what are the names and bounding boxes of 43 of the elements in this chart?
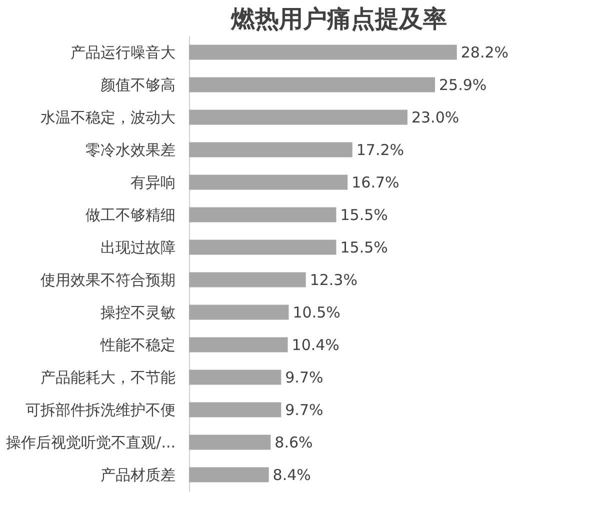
data-label: 23.0% <box>411 108 460 126</box>
y-tick-label: 产品运行噪音大 <box>70 43 176 62</box>
y-tick-label: 产品能耗大，不节能 <box>40 368 176 386</box>
bar <box>189 467 269 482</box>
y-tick-label: 操控不灵敏 <box>100 303 176 322</box>
data-label: 28.2% <box>460 43 509 62</box>
y-tick-label: 性能不稳定 <box>100 336 176 354</box>
y-tick-label: 做工不够精细 <box>86 206 176 224</box>
data-label: 17.2% <box>356 140 404 159</box>
bar <box>189 240 336 255</box>
bar <box>189 207 336 222</box>
data-label: 10.4% <box>292 336 340 354</box>
y-tick-label: 颜值不够高 <box>100 76 176 94</box>
data-label: 9.7% <box>285 368 324 386</box>
chart-title: 燃热用户痛点提及率 <box>230 5 447 33</box>
bar <box>189 370 282 385</box>
data-label: 15.5% <box>340 206 388 224</box>
bar <box>189 174 348 190</box>
y-tick-label: 产品材质差 <box>100 466 176 484</box>
data-label: 15.5% <box>340 238 388 256</box>
y-tick-label: 有异响 <box>130 173 176 192</box>
y-tick-label: 操作后视觉听觉不直观/... <box>6 433 176 452</box>
bar <box>189 77 436 92</box>
y-tick-label: 零冷水效果差 <box>86 140 176 159</box>
bar <box>189 304 289 320</box>
bar <box>189 434 271 450</box>
y-tick-label: 出现过故障 <box>100 238 176 256</box>
bar <box>189 142 352 158</box>
data-label: 25.9% <box>439 76 487 94</box>
data-label: 9.7% <box>285 400 324 419</box>
y-tick-label: 可拆部件拆洗维护不便 <box>26 400 176 419</box>
data-label: 8.6% <box>274 433 313 452</box>
data-label: 16.7% <box>352 173 400 192</box>
y-tick-label: 水温不稳定，波动大 <box>40 108 176 126</box>
data-label: 10.5% <box>292 303 340 322</box>
bar <box>189 110 408 125</box>
data-label: 12.3% <box>310 270 358 289</box>
data-label: 8.4% <box>272 466 311 484</box>
y-tick-label: 使用效果不符合预期 <box>40 270 176 289</box>
bar <box>189 337 288 352</box>
bar <box>189 44 457 60</box>
bar <box>189 402 282 418</box>
bar <box>189 272 306 288</box>
